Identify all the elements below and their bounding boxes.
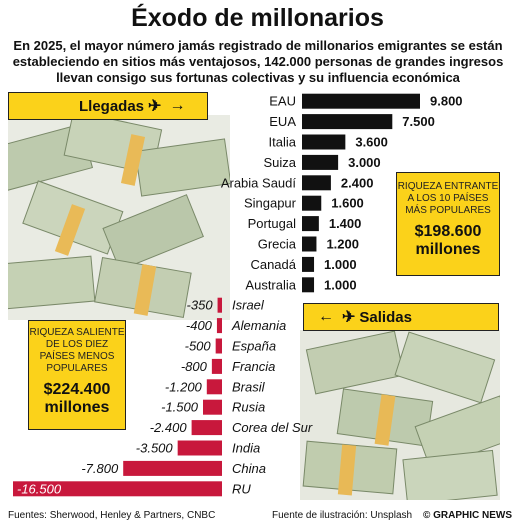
category-label-rusia: Rusia <box>232 400 265 415</box>
category-label-israel: Israel <box>232 298 265 313</box>
airplane-icon: ✈ <box>342 309 356 326</box>
page-title: Éxodo de millonarios <box>131 4 384 32</box>
bar-suiza <box>302 154 339 170</box>
footer-brand: © GRAPHIC NEWS <box>423 510 513 521</box>
footer-sources: Fuentes: Sherwood, Henley & Partners, CN… <box>8 510 216 521</box>
value-label-australia: 1.000 <box>324 277 357 292</box>
category-label-canada: Canadá <box>250 257 296 272</box>
bar-italia <box>302 134 346 150</box>
value-label-portugal: 1.400 <box>329 216 362 231</box>
value-label-alemania: -400 <box>186 318 213 333</box>
category-label-alemania: Alemania <box>231 318 286 333</box>
bar-corea-del-sur <box>191 420 222 436</box>
category-label-india: India <box>232 441 260 456</box>
category-label-ru: RU <box>232 481 251 496</box>
category-label-suiza: Suiza <box>263 155 296 170</box>
arrow-right-icon: → <box>169 97 186 114</box>
page-subtitle: En 2025, el mayor número jamás registrad… <box>12 38 504 85</box>
banknotes-illustration-left <box>8 115 230 320</box>
category-label-eau: EAU <box>269 94 296 109</box>
bar-china <box>123 460 222 476</box>
inbound-wealth-caption: RIQUEZA ENTRANTE A LOS 10 PAÍSES MÁS POP… <box>397 181 499 216</box>
inbound-wealth-box: RIQUEZA ENTRANTE A LOS 10 PAÍSES MÁS POP… <box>396 172 500 276</box>
bar-singapur <box>302 195 322 211</box>
bar-grecia <box>302 236 317 252</box>
footer-photo-credit: Fuente de ilustración: Unsplash <box>272 510 413 521</box>
value-label-brasil: -1.200 <box>165 379 203 394</box>
value-label-canada: 1.000 <box>324 257 357 272</box>
arrivals-label: Llegadas <box>79 97 145 115</box>
value-label-singapur: 1.600 <box>331 196 364 211</box>
departures-label-box: ← ✈ Salidas <box>303 303 499 331</box>
category-label-brasil: Brasil <box>232 379 266 394</box>
bar-india <box>177 440 222 456</box>
value-label-grecia: 1.200 <box>326 237 359 252</box>
category-label-eua: EUA <box>269 114 296 129</box>
bar-espana <box>215 338 222 354</box>
bar-portugal <box>302 216 319 232</box>
category-label-arabia-saudi: Arabia Saudí <box>221 175 297 190</box>
value-label-italia: 3.600 <box>355 135 388 150</box>
outbound-wealth-caption: RIQUEZA SALIENTE DE LOS DIEZ PAÍSES MENO… <box>29 327 125 374</box>
outbound-wealth-value: $224.400 millones <box>43 381 111 416</box>
bar-alemania <box>216 318 222 334</box>
value-label-india: -3.500 <box>136 441 174 456</box>
banknotes-illustration-right <box>300 330 500 500</box>
category-label-italia: Italia <box>269 135 297 150</box>
arrivals-label-box: Llegadas ✈ → <box>8 92 208 120</box>
value-label-arabia-saudi: 2.400 <box>341 175 374 190</box>
category-label-australia: Australia <box>245 277 296 292</box>
value-label-francia: -800 <box>181 359 208 374</box>
value-label-china: -7.800 <box>81 461 119 476</box>
inbound-wealth-value: $198.600 millones <box>414 223 482 258</box>
category-label-singapur: Singapur <box>244 196 297 211</box>
category-label-china: China <box>232 461 266 476</box>
category-label-francia: Francia <box>232 359 275 374</box>
value-label-eau: 9.800 <box>430 94 463 109</box>
bar-rusia <box>203 399 222 415</box>
category-label-grecia: Grecia <box>258 237 297 252</box>
value-label-israel: -350 <box>187 298 214 313</box>
outbound-wealth-box: RIQUEZA SALIENTE DE LOS DIEZ PAÍSES MENO… <box>28 320 126 430</box>
category-label-portugal: Portugal <box>248 216 297 231</box>
bar-eua <box>302 114 393 130</box>
value-label-rusia: -1.500 <box>161 400 199 415</box>
bar-eau <box>302 93 420 109</box>
bar-canada <box>302 256 315 272</box>
bar-ru <box>13 481 222 497</box>
value-label-corea-del-sur: -2.400 <box>150 420 188 435</box>
bar-francia <box>211 358 222 374</box>
value-label-suiza: 3.000 <box>348 155 381 170</box>
bar-arabia-saudi <box>302 175 331 191</box>
bar-brasil <box>206 379 222 395</box>
departures-label: Salidas <box>359 308 412 326</box>
arrow-left-icon: ← <box>318 308 334 325</box>
bar-australia <box>302 277 315 293</box>
category-label-corea-del-sur: Corea del Sur <box>232 420 313 435</box>
bar-israel <box>217 297 222 313</box>
value-label-eua: 7.500 <box>402 114 435 129</box>
category-label-espana: España <box>232 339 276 354</box>
airplane-icon: ✈ <box>148 98 162 115</box>
value-label-ru: -16.500 <box>17 481 62 496</box>
value-label-espana: -500 <box>185 339 212 354</box>
